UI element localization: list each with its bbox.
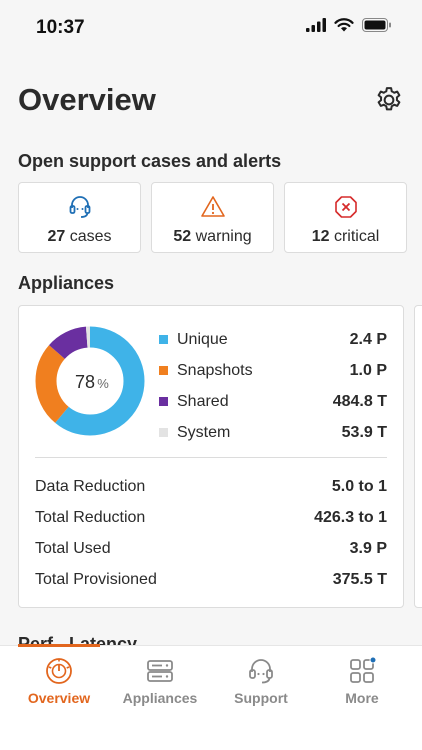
- warning-text: warning: [195, 228, 252, 245]
- stat-row: Total Used 3.9 P: [35, 533, 387, 564]
- status-time: 10:37: [36, 17, 85, 38]
- active-tab-indicator: [18, 644, 100, 647]
- tab-label: Support: [234, 690, 288, 706]
- headset-icon: [69, 196, 90, 218]
- stat-row: Total Provisioned 375.5 T: [35, 564, 387, 595]
- donut-segment-system: [35, 326, 145, 436]
- legend-row-snapshots: Snapshots 1.0 P: [159, 355, 387, 386]
- tab-overview[interactable]: Overview: [9, 656, 109, 706]
- cellular-signal-icon: [306, 18, 326, 32]
- stat-label: Total Used: [35, 539, 111, 557]
- critical-text: critical: [333, 228, 380, 245]
- wifi-icon: [334, 18, 354, 32]
- tab-label: Appliances: [122, 690, 198, 706]
- critical-octagon-icon: [334, 196, 357, 218]
- status-icons: [306, 18, 392, 32]
- stat-row: Total Reduction 426.3 to 1: [35, 502, 387, 533]
- grid-icon: [350, 656, 377, 683]
- legend-value: 1.0 P: [349, 361, 387, 379]
- bottom-tab-bar: Overview Appliances Support: [0, 644, 422, 750]
- tab-label: More: [345, 690, 379, 706]
- cases-label: 27 cases: [47, 228, 111, 246]
- page-title: Overview: [18, 82, 156, 117]
- appliances-card[interactable]: 78 % Unique 2.4 P Snapshots 1.0 P Shared…: [18, 305, 404, 608]
- stat-value: 5.0 to 1: [331, 477, 387, 495]
- warning-label: 52 warning: [173, 228, 251, 246]
- headset-icon: [249, 659, 273, 684]
- legend-value: 53.9 T: [341, 423, 387, 441]
- next-appliance-card-peek[interactable]: [414, 305, 422, 608]
- tab-more[interactable]: More: [312, 656, 412, 706]
- gear-icon[interactable]: [374, 85, 404, 115]
- critical-card[interactable]: 12 critical: [284, 182, 407, 253]
- legend-label: Shared: [177, 392, 229, 410]
- card-divider: [35, 457, 387, 458]
- stat-row: Data Reduction 5.0 to 1: [35, 471, 387, 502]
- alert-cards: 27 cases 52 warning 12 critical: [18, 182, 407, 253]
- stat-value: 426.3 to 1: [314, 508, 387, 526]
- header: Overview: [18, 80, 404, 124]
- donut-percent-unit: %: [97, 376, 109, 391]
- stat-label: Total Reduction: [35, 508, 146, 526]
- stat-label: Total Provisioned: [35, 570, 157, 588]
- cases-text: cases: [69, 228, 112, 245]
- capacity-legend: Unique 2.4 P Snapshots 1.0 P Shared 484.…: [159, 324, 387, 448]
- critical-label: 12 critical: [312, 228, 380, 246]
- capacity-donut-chart: 78 %: [35, 326, 145, 436]
- server-icon: [147, 660, 173, 682]
- legend-value: 2.4 P: [349, 330, 387, 348]
- critical-count: 12: [311, 228, 330, 245]
- legend-row-unique: Unique 2.4 P: [159, 324, 387, 355]
- stat-value: 375.5 T: [332, 570, 387, 588]
- tab-label: Overview: [27, 690, 91, 706]
- alerts-section-title: Open support cases and alerts: [18, 151, 282, 171]
- tab-appliances[interactable]: Appliances: [110, 656, 210, 706]
- legend-swatch-unique: [159, 335, 168, 344]
- legend-label: Unique: [177, 330, 228, 348]
- stat-label: Data Reduction: [35, 477, 146, 495]
- donut-segment-snapshots: [35, 326, 145, 436]
- gauge-icon: [46, 658, 72, 684]
- legend-label: Snapshots: [177, 361, 253, 379]
- cases-count: 27: [47, 228, 66, 245]
- status-bar: 10:37: [0, 0, 422, 56]
- cases-card[interactable]: 27 cases: [18, 182, 141, 253]
- stat-value: 3.9 P: [349, 539, 387, 557]
- warning-triangle-icon: [200, 196, 225, 217]
- donut-percent: 78: [75, 372, 95, 392]
- reduction-stats: Data Reduction 5.0 to 1 Total Reduction …: [35, 471, 387, 595]
- legend-swatch-snapshots: [159, 366, 168, 375]
- battery-icon: [362, 18, 391, 32]
- legend-label: System: [177, 423, 231, 441]
- appliances-section-title: Appliances: [18, 273, 115, 293]
- legend-value: 484.8 T: [332, 392, 387, 410]
- warning-count: 52: [173, 228, 192, 245]
- tab-support[interactable]: Support: [211, 656, 311, 706]
- legend-row-system: System 53.9 T: [159, 417, 387, 448]
- legend-row-shared: Shared 484.8 T: [159, 386, 387, 417]
- legend-swatch-shared: [159, 397, 168, 406]
- warning-card[interactable]: 52 warning: [151, 182, 274, 253]
- legend-swatch-system: [159, 428, 168, 437]
